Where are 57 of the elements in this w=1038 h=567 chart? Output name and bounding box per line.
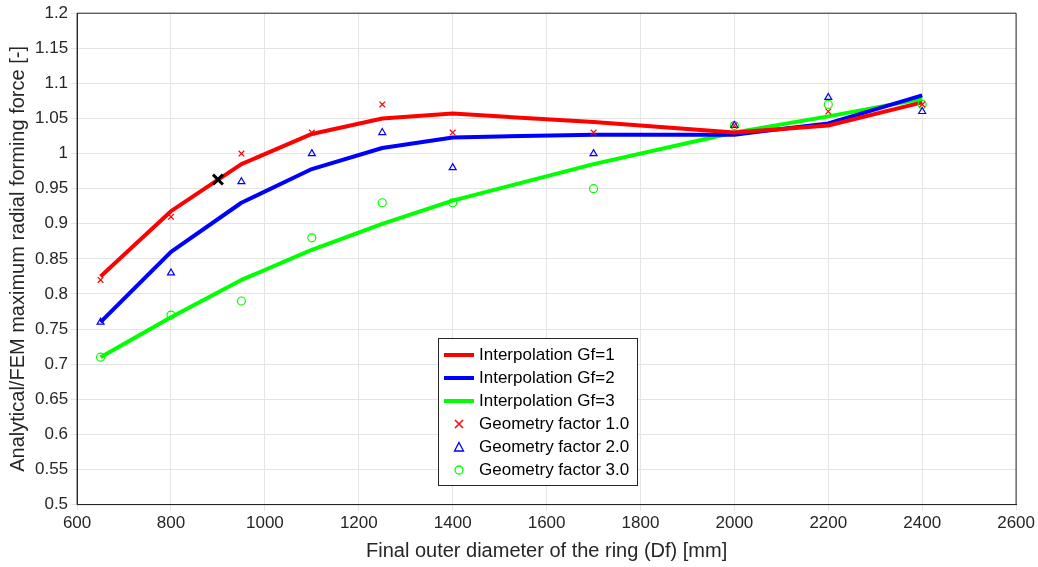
legend-label: Geometry factor 3.0 — [479, 459, 630, 480]
point — [588, 184, 599, 194]
y-tick-label: 1 — [58, 143, 69, 163]
y-tick-label: 0.85 — [34, 248, 69, 268]
legend-label: Geometry factor 1.0 — [479, 413, 630, 434]
point — [236, 296, 247, 306]
point — [918, 106, 927, 115]
x-tick-label: 1800 — [621, 513, 660, 533]
y-tick-label: 0.8 — [44, 283, 69, 303]
x-tick-label: 1600 — [527, 513, 566, 533]
y-tick-label: 0.9 — [44, 213, 69, 233]
x-tick-label: 1400 — [433, 513, 472, 533]
y-tick-label: 0.75 — [34, 318, 69, 338]
point — [307, 233, 317, 243]
y-tick-label: 0.95 — [34, 178, 69, 198]
x-tick-label: 2000 — [715, 513, 754, 533]
y-axis-title: Analytical/FEM maximum radial forming force [-] — [5, 46, 28, 472]
y-tick-label: 1.1 — [44, 73, 69, 93]
y-tick-label: 1.2 — [44, 2, 69, 22]
point — [378, 101, 386, 108]
legend-label: Geometry factor 2.0 — [479, 436, 630, 457]
point — [377, 198, 387, 208]
point — [166, 310, 176, 320]
point — [378, 127, 387, 136]
x-tick-label: 800 — [156, 513, 186, 533]
point — [166, 268, 176, 276]
point — [167, 213, 175, 221]
point — [449, 129, 457, 136]
y-tick-label: 0.7 — [44, 353, 69, 373]
point — [448, 163, 457, 171]
x-tick-label: 2200 — [809, 513, 848, 533]
x-tick-label: 600 — [62, 513, 92, 533]
point — [824, 92, 833, 101]
point — [448, 198, 458, 208]
legend-label: Interpolation Gf=3 — [479, 390, 615, 411]
y-tick-label: 0.5 — [44, 494, 69, 514]
y-tick-label: 1.05 — [34, 108, 69, 128]
y-tick-label: 0.55 — [34, 459, 69, 479]
point — [823, 99, 833, 110]
x-tick-label: 2400 — [903, 513, 942, 533]
point — [95, 352, 106, 362]
x-tick-label: 2600 — [997, 513, 1035, 533]
point — [824, 108, 832, 115]
point — [211, 173, 225, 187]
legend-label: Interpolation Gf=2 — [479, 367, 615, 388]
point — [307, 149, 316, 157]
point — [96, 317, 105, 325]
point — [589, 149, 598, 157]
x-tick-label: 1200 — [339, 513, 378, 533]
y-tick-label: 0.65 — [34, 388, 69, 408]
point — [237, 177, 246, 185]
x-tick-label: 1000 — [245, 513, 284, 533]
y-tick-label: 1.15 — [34, 37, 69, 57]
legend-label: Interpolation Gf=1 — [479, 344, 615, 365]
y-tick-label: 0.6 — [44, 424, 69, 444]
point — [97, 276, 104, 284]
x-axis-title: Final outer diameter of the ring (Df) [mm] — [365, 538, 728, 561]
